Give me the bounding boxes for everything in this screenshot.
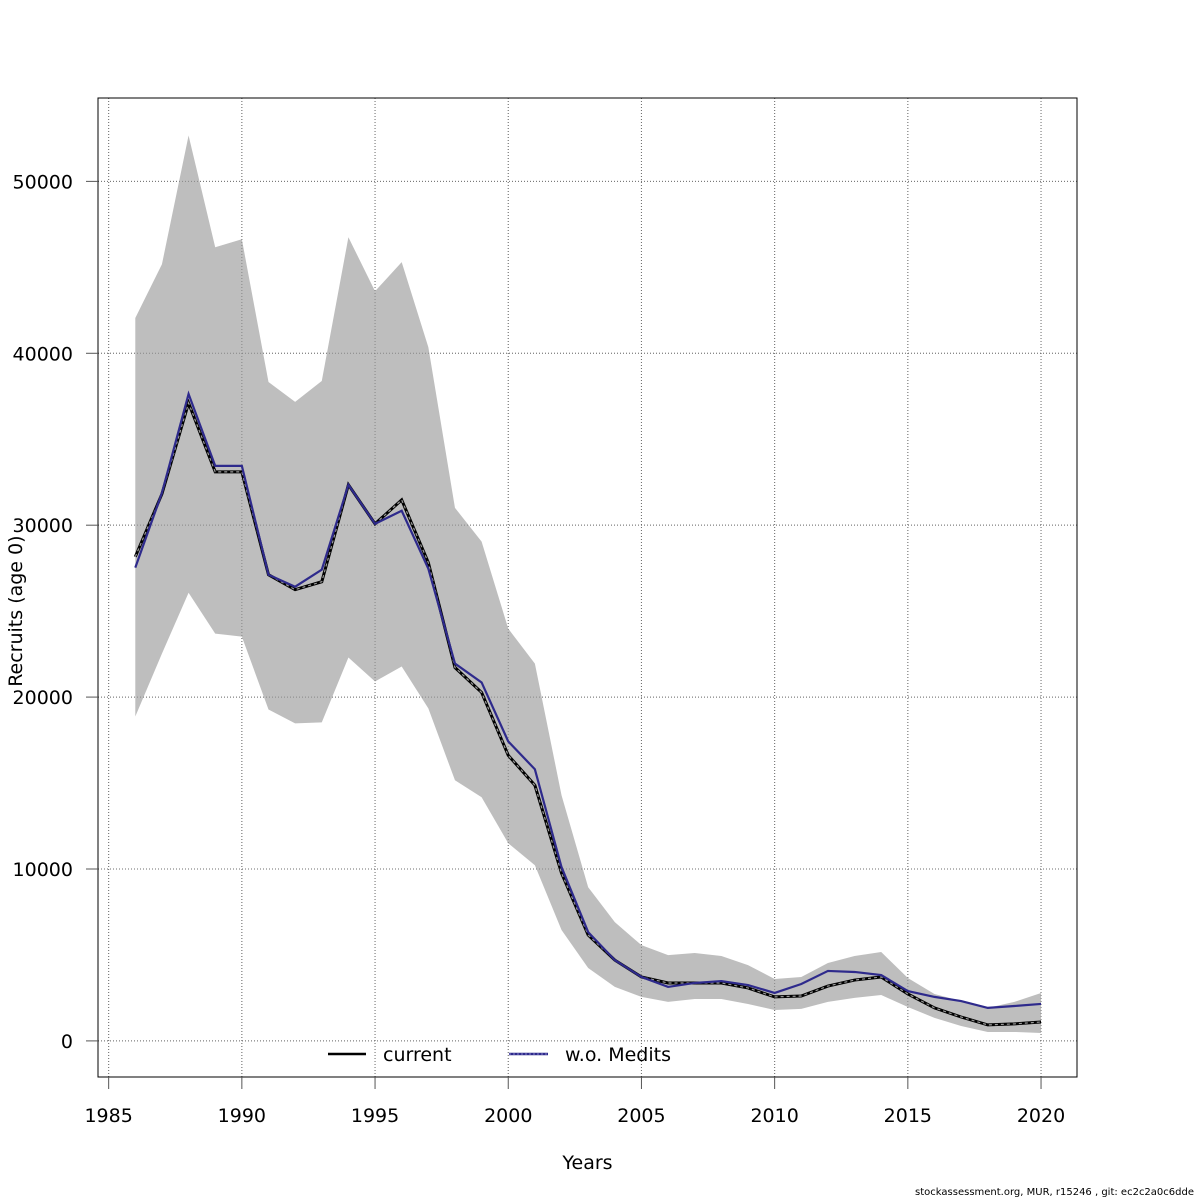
x-tick-label: 2000: [484, 1105, 532, 1127]
legend-label-wo-medits: w.o. Medits: [565, 1044, 671, 1066]
x-tick-label: 1995: [351, 1105, 399, 1127]
x-tick-label: 2005: [617, 1105, 665, 1127]
x-tick-label: 1985: [84, 1105, 132, 1127]
grid-overlay: [98, 98, 1077, 1077]
x-tick-label: 2020: [1017, 1105, 1065, 1127]
y-tick-label: 10000: [13, 859, 73, 881]
series-layer: [133, 390, 1042, 1027]
footer-credit: stockassessment.org, MUR, r15246 , git: …: [915, 1187, 1194, 1198]
x-tick-label: 2015: [884, 1105, 932, 1127]
confidence-band-layer: [135, 135, 1042, 1033]
y-axis-title: Recruits (age 0): [5, 535, 27, 686]
y-tick-label: 20000: [13, 687, 73, 709]
x-axis: 1985 1990 1995 2000 2005 2010 2015 2020: [84, 1077, 1065, 1127]
y-tick-label: 30000: [13, 515, 73, 537]
x-tick-label: 1990: [218, 1105, 266, 1127]
legend: current w.o. Medits: [328, 1044, 671, 1066]
y-tick-label: 0: [61, 1031, 73, 1053]
x-axis-title: Years: [561, 1152, 612, 1174]
x-tick-label: 2010: [750, 1105, 798, 1127]
y-axis: 0 10000 20000 30000 40000 50000: [13, 171, 98, 1053]
legend-label-current: current: [383, 1044, 452, 1066]
y-tick-label: 50000: [13, 171, 73, 193]
confidence-band: [135, 135, 1042, 1033]
y-tick-label: 40000: [13, 343, 73, 365]
plot-frame: [97, 97, 1078, 1078]
